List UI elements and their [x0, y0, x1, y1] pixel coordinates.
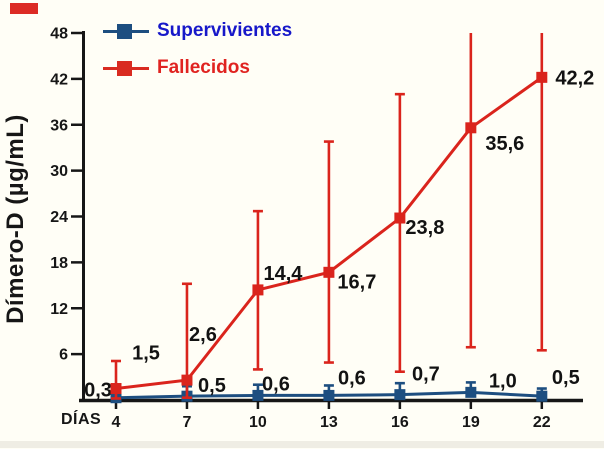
x-tick-label: 7 — [183, 414, 192, 431]
corner-red-box — [10, 3, 38, 14]
data-point-marker-supervivientes — [323, 389, 335, 401]
data-point-marker-fallecidos — [465, 122, 477, 134]
y-tick-label: 30 — [50, 163, 68, 180]
data-label-fallecidos: 35,6 — [485, 133, 524, 155]
x-tick-label: 16 — [391, 414, 409, 431]
data-label-fallecidos: 23,8 — [405, 217, 444, 239]
bottom-shadow-band — [0, 441, 604, 448]
data-label-fallecidos: 2,6 — [189, 324, 217, 346]
y-tick-label: 36 — [50, 117, 68, 134]
y-tick-label: 42 — [50, 71, 68, 88]
y-tick-label: 24 — [50, 209, 68, 226]
chart-legend: Supervivientes Fallecidos — [103, 20, 292, 79]
data-label-supervivientes: 0,3 — [84, 380, 112, 402]
data-label-fallecidos: 16,7 — [337, 271, 376, 293]
data-point-marker-supervivientes — [252, 389, 264, 401]
data-label-supervivientes: 0,5 — [198, 375, 226, 397]
y-tick-label: 12 — [50, 301, 68, 318]
data-point-marker-supervivientes — [536, 390, 548, 402]
data-point-marker-fallecidos — [252, 284, 264, 296]
data-point-marker-fallecidos — [394, 212, 406, 224]
data-label-supervivientes: 0,7 — [412, 364, 440, 386]
y-tick-label: 6 — [59, 347, 68, 364]
x-tick-label: 22 — [533, 414, 551, 431]
x-tick-label: 4 — [112, 414, 121, 431]
data-label-fallecidos: 1,5 — [132, 343, 160, 365]
data-point-marker-fallecidos — [110, 383, 122, 395]
x-tick-label: 13 — [320, 414, 338, 431]
legend-label-supervivientes: Supervivientes — [157, 20, 293, 41]
y-tick-label: 18 — [50, 255, 68, 272]
x-tick-label: 19 — [462, 414, 480, 431]
legend-label-fallecidos: Fallecidos — [157, 57, 250, 78]
data-label-fallecidos: 14,4 — [263, 263, 303, 285]
data-label-supervivientes: 1,0 — [489, 370, 517, 392]
legend-item-supervivientes: Supervivientes — [103, 20, 292, 42]
data-point-marker-supervivientes — [394, 389, 406, 401]
data-point-marker-supervivientes — [465, 386, 477, 398]
x-axis-title: DÍAS — [61, 411, 102, 428]
x-tick-label: 10 — [249, 414, 267, 431]
y-tick-label: 48 — [50, 26, 68, 43]
data-point-marker-fallecidos — [536, 71, 548, 83]
data-point-marker-fallecidos — [323, 266, 335, 278]
supervivientes-square-marker-icon — [103, 23, 149, 39]
fallecidos-square-marker-icon — [103, 60, 149, 76]
data-label-supervivientes: 0,6 — [262, 373, 290, 395]
legend-item-fallecidos: Fallecidos — [103, 57, 292, 79]
data-label-fallecidos: 42,2 — [555, 67, 594, 89]
data-label-supervivientes: 0,6 — [338, 367, 366, 389]
data-point-marker-fallecidos — [181, 374, 193, 386]
data-label-supervivientes: 0,5 — [552, 367, 580, 389]
